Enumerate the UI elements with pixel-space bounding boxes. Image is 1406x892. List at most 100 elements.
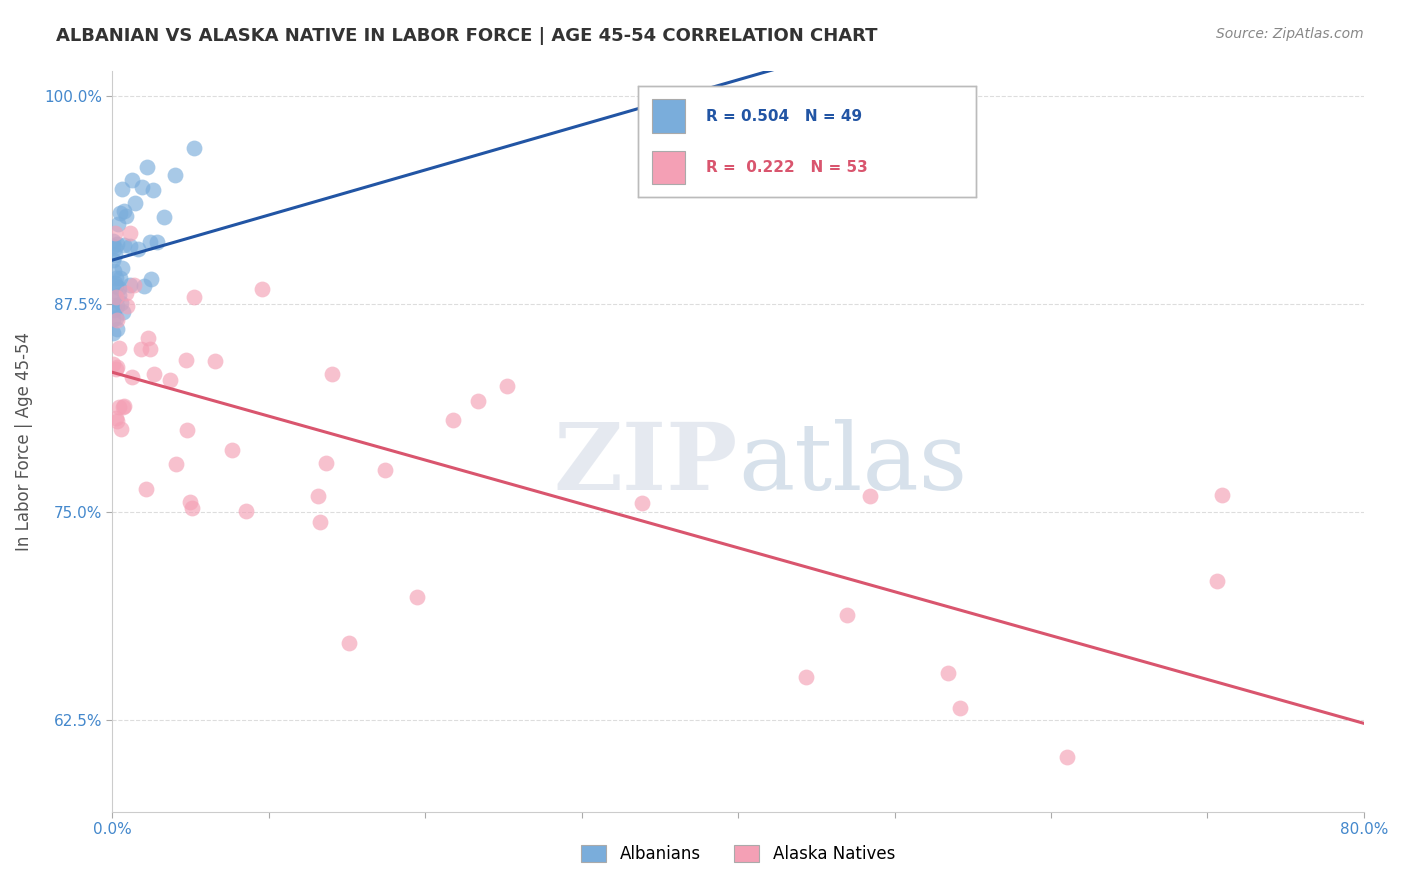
Point	[794, 670, 817, 684]
Point	[104, 361, 127, 376]
Point	[105, 322, 128, 336]
Point	[163, 168, 186, 182]
Point	[250, 282, 273, 296]
Point	[110, 205, 132, 219]
Point	[221, 442, 243, 457]
Point	[139, 235, 162, 250]
Point	[183, 141, 205, 155]
Point	[114, 209, 136, 223]
Point	[124, 195, 146, 210]
Point	[1056, 749, 1078, 764]
Point	[104, 248, 127, 262]
Point	[235, 504, 257, 518]
Point	[105, 310, 128, 325]
Point	[104, 271, 127, 285]
Point	[104, 278, 127, 293]
Point	[103, 292, 125, 306]
Point	[159, 373, 181, 387]
Point	[120, 239, 142, 253]
Point	[773, 89, 796, 103]
Point	[103, 298, 125, 312]
Point	[321, 368, 343, 382]
Point	[104, 290, 127, 304]
Point	[315, 456, 337, 470]
Y-axis label: In Labor Force | Age 45-54: In Labor Force | Age 45-54	[15, 332, 32, 551]
Text: atlas: atlas	[738, 418, 967, 508]
Point	[441, 413, 464, 427]
Point	[496, 379, 519, 393]
Point	[142, 183, 165, 197]
Point	[108, 342, 131, 356]
Text: ZIP: ZIP	[554, 418, 738, 508]
Point	[105, 414, 128, 428]
Point	[146, 235, 169, 249]
Point	[143, 367, 166, 381]
Point	[103, 234, 125, 248]
Point	[104, 226, 127, 240]
Point	[134, 279, 156, 293]
Point	[180, 500, 202, 515]
Point	[179, 494, 201, 508]
Point	[183, 290, 205, 304]
Point	[105, 300, 128, 314]
Point	[110, 296, 132, 310]
Point	[112, 399, 135, 413]
Point	[111, 305, 134, 319]
Point	[118, 277, 141, 292]
Point	[139, 342, 162, 356]
Point	[121, 369, 143, 384]
Point	[117, 299, 139, 313]
Point	[309, 515, 332, 529]
Point	[174, 352, 197, 367]
Point	[112, 203, 135, 218]
Point	[105, 360, 128, 375]
Point	[108, 400, 131, 414]
Point	[112, 238, 135, 252]
Point	[110, 270, 132, 285]
Point	[111, 261, 134, 276]
Point	[129, 342, 152, 356]
Point	[859, 489, 882, 503]
Point	[101, 253, 124, 268]
Point	[107, 218, 129, 232]
Point	[110, 421, 132, 435]
Point	[936, 666, 959, 681]
Point	[114, 285, 136, 300]
Point	[176, 423, 198, 437]
Point	[103, 264, 125, 278]
Point	[631, 496, 654, 510]
Point	[103, 303, 125, 318]
Point	[835, 607, 858, 622]
Point	[103, 357, 125, 371]
Point	[108, 281, 131, 295]
Point	[104, 241, 127, 255]
Point	[127, 243, 149, 257]
Point	[124, 277, 146, 292]
Point	[949, 701, 972, 715]
Point	[136, 330, 159, 344]
Point	[103, 312, 125, 326]
Point	[121, 173, 143, 187]
Text: ALBANIAN VS ALASKA NATIVE IN LABOR FORCE | AGE 45-54 CORRELATION CHART: ALBANIAN VS ALASKA NATIVE IN LABOR FORCE…	[56, 27, 877, 45]
Point	[112, 400, 135, 414]
Point	[111, 182, 134, 196]
Point	[165, 457, 187, 471]
Point	[139, 271, 162, 285]
Point	[152, 211, 174, 225]
Point	[105, 313, 128, 327]
Point	[101, 238, 124, 252]
Point	[104, 411, 127, 425]
Point	[337, 636, 360, 650]
Point	[1206, 574, 1229, 589]
Point	[107, 288, 129, 302]
Point	[135, 482, 157, 496]
Legend: Albanians, Alaska Natives: Albanians, Alaska Natives	[575, 838, 901, 870]
Point	[1211, 488, 1233, 502]
Point	[308, 489, 330, 503]
Point	[405, 590, 427, 604]
Point	[136, 160, 159, 174]
Point	[374, 463, 396, 477]
Point	[105, 236, 128, 251]
Point	[118, 226, 141, 240]
Point	[131, 179, 153, 194]
